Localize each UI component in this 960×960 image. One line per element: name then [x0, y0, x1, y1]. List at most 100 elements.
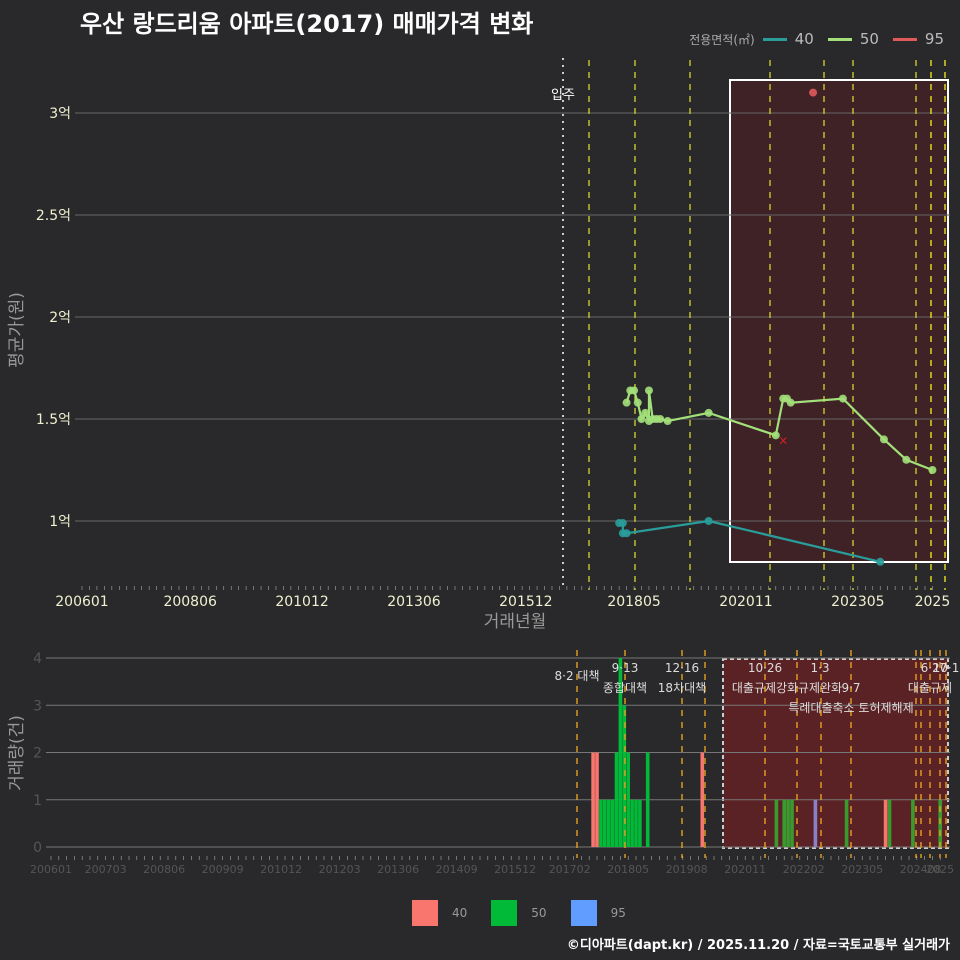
policy-label: 10·26 [748, 661, 782, 675]
bar-50 [634, 799, 638, 847]
legend-label-95: 95 [924, 30, 944, 48]
bar-40 [591, 752, 595, 847]
bar-50 [790, 799, 794, 847]
bar-50 [638, 799, 642, 847]
policy-label: 18차대책 [658, 680, 706, 695]
x-tick-label: 201512 [499, 594, 552, 610]
y-tick-label: 2.5억 [36, 208, 71, 224]
bar-50 [782, 799, 786, 847]
data-point [928, 466, 937, 474]
bar-50 [911, 799, 915, 847]
data-point [704, 408, 713, 417]
bar-x-tick: 201512 [494, 863, 536, 876]
bar-x-tick: 201409 [436, 863, 478, 876]
bar-x-tick: 200909 [202, 863, 244, 876]
highlight-region [729, 79, 949, 563]
data-point [838, 394, 847, 403]
bar-y-tick: 4 [33, 651, 42, 667]
bar-x-tick: 201306 [377, 863, 419, 876]
y-tick-label: 1.5억 [36, 412, 71, 428]
data-point [876, 557, 885, 566]
bar-50 [603, 799, 607, 847]
bar-x-tick: 202202 [783, 863, 825, 876]
policy-label: 특례대출축소 토허제해제 [788, 701, 913, 715]
data-point [630, 386, 639, 395]
legend-box-95 [570, 900, 597, 926]
legend-swatch-95 [892, 37, 917, 41]
data-point [809, 88, 818, 97]
data-point [786, 398, 795, 407]
chart-title: 우산 랑드리움 아파트(2017) 매매가격 변화 [80, 10, 534, 38]
bar-x-tick: 201203 [319, 863, 361, 876]
bar-50 [887, 799, 892, 847]
y-tick-label: 3억 [49, 106, 71, 122]
x-tick-label: 2025 [915, 594, 951, 610]
bar-x-tick: 200601 [30, 863, 72, 876]
data-point [633, 398, 642, 407]
data-point [622, 529, 631, 538]
y-tick-label: 2억 [49, 310, 71, 326]
policy-label: 10·1 [933, 661, 960, 675]
bar-x-tick: 200806 [143, 863, 185, 876]
bar-x-tick: 201805 [607, 863, 649, 876]
policy-label: 대출규제 [908, 681, 952, 695]
bar-y-axis-title: 거래량(건) [7, 715, 27, 791]
data-point [644, 386, 653, 395]
legend-title: 전용면적(㎡) [689, 32, 755, 47]
bar-50 [630, 799, 634, 847]
x-tick-label: 201805 [607, 594, 660, 610]
bar-50 [622, 705, 627, 847]
bar-y-tick: 0 [33, 840, 42, 856]
move-in-label: 입주 [551, 88, 575, 103]
bar-x-tick: 202408 [900, 863, 942, 876]
bar-50 [599, 799, 603, 847]
legend-box-40 [412, 900, 438, 926]
policy-label: 종합대책 [603, 680, 647, 695]
y-axis-title: 평균가(원) [7, 292, 27, 368]
marker-x: × [778, 433, 788, 447]
bar-x-tick: 201012 [260, 863, 302, 876]
legend-label-40: 40 [794, 30, 814, 48]
y-tick-label: 1억 [49, 514, 71, 530]
legend-bottom-label-95: 95 [610, 906, 626, 920]
x-axis-title: 거래년월 [484, 612, 547, 632]
highlight-region-bar [722, 658, 949, 849]
policy-label: 대출규제강화 [732, 681, 798, 695]
data-point [641, 408, 650, 417]
bar-40 [883, 799, 888, 847]
legend-bottom: 40 50 95 [412, 900, 650, 926]
x-tick-label: 201306 [387, 594, 441, 610]
bar-x-tick: 201908 [666, 863, 708, 876]
data-point [618, 519, 627, 528]
data-point [771, 431, 780, 440]
bar-50 [774, 799, 779, 847]
bar-y-tick: 1 [33, 793, 42, 809]
bar-y-tick: 2 [33, 746, 42, 762]
data-point [663, 417, 672, 426]
legend-swatch-50 [827, 37, 852, 41]
x-tick-label: 200806 [163, 594, 217, 610]
x-tick-label: 200601 [55, 594, 108, 610]
policy-label: 1·3 [810, 661, 829, 675]
bar-95 [813, 799, 818, 847]
legend-box-50 [491, 900, 518, 926]
bar-x-tick: 202305 [841, 863, 883, 876]
legend-swatch-40 [762, 37, 787, 41]
policy-label: 9·13 [612, 661, 639, 675]
bar-x-tick: 201702 [549, 863, 591, 876]
bar-50 [614, 752, 619, 847]
bar-50 [610, 799, 615, 847]
data-point [704, 517, 713, 525]
x-tick-label: 202011 [719, 594, 772, 610]
policy-label: 9·7 [841, 681, 860, 695]
bar-x-tick: 200703 [85, 863, 127, 876]
policy-label: 12·16 [665, 661, 699, 675]
bar-40 [595, 752, 599, 847]
x-tick-label: 201012 [275, 594, 328, 610]
legend-bottom-label-50: 50 [531, 906, 547, 920]
policy-label: 8·2 대책 [555, 668, 600, 683]
x-tick-label: 202305 [831, 594, 884, 610]
bar-50 [626, 752, 630, 847]
data-point [622, 398, 631, 407]
